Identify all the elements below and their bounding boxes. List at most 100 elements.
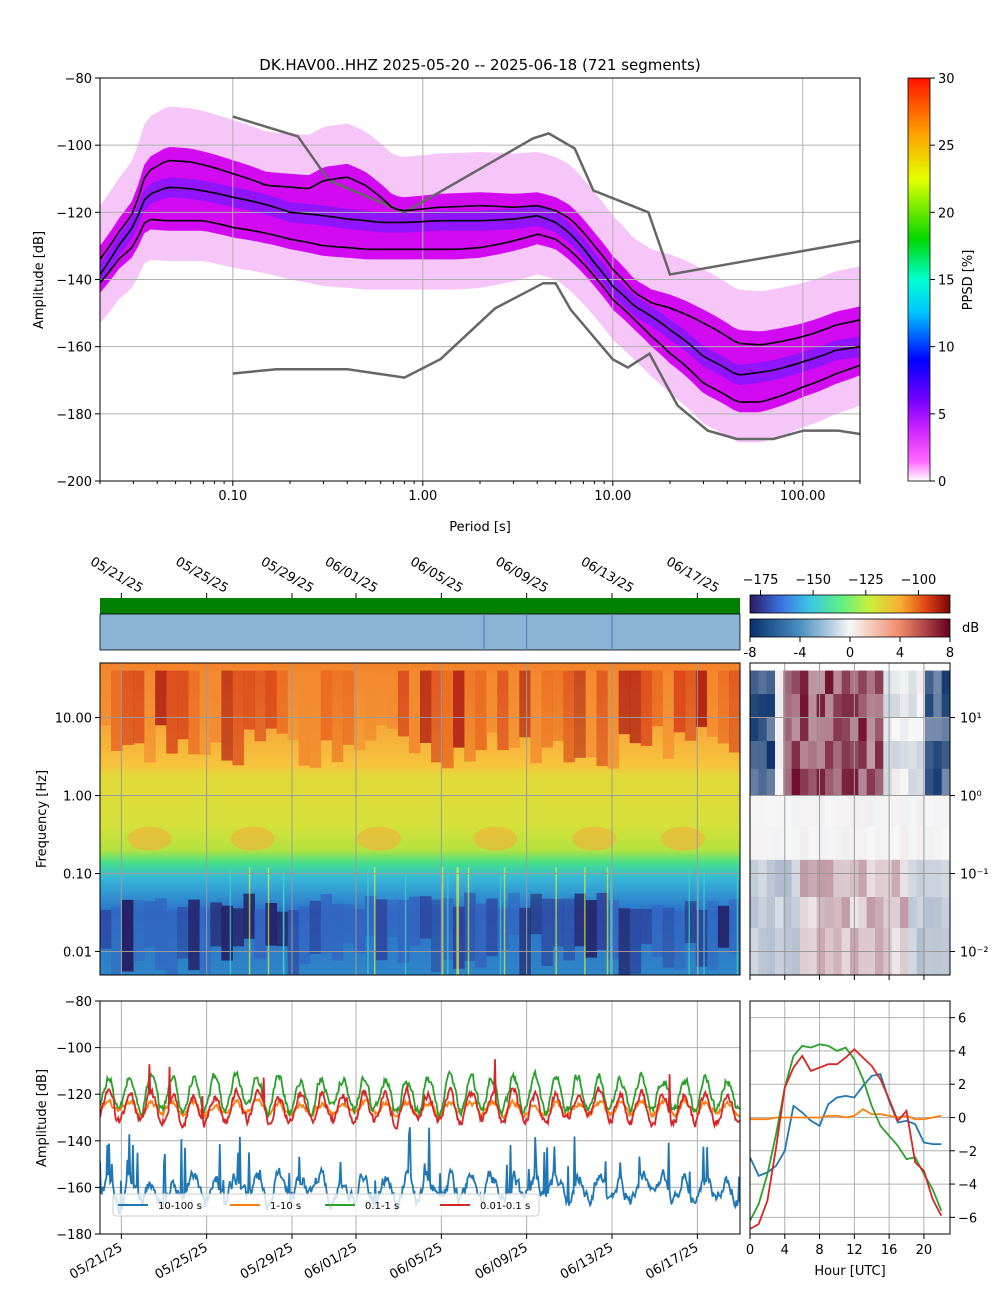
- diurnal-cell: [941, 826, 951, 861]
- spectrogram-lf-cell: [475, 903, 487, 968]
- band-diurnal-y-tick-label: −2: [958, 1145, 977, 1160]
- ppsd-x-tick-label: 10.00: [594, 489, 631, 504]
- diurnal-cell: [891, 859, 901, 898]
- diurnal-colorbar-label: dB: [962, 621, 979, 636]
- spectrogram-hf-cell: [497, 670, 509, 751]
- diurnal-cell: [875, 859, 884, 898]
- diurnal-cell: [883, 670, 893, 695]
- diurnal-cell: [791, 694, 801, 719]
- diurnal-cell: [925, 826, 934, 861]
- diurnal-cell: [825, 741, 834, 770]
- spectrogram-hf-cell: [607, 670, 620, 769]
- diurnal-cell: [925, 859, 934, 898]
- diurnal-cell: [908, 859, 918, 898]
- spectrogram-lf-cell: [684, 901, 697, 944]
- spectrogram-lf-cell: [309, 900, 322, 954]
- timeseries-line-0-1-1-s: [100, 1068, 740, 1121]
- diurnal-cell: [900, 897, 909, 929]
- ppsd-x-tick-label: 100.00: [780, 489, 826, 504]
- spectrogram-hf-cell: [530, 670, 542, 764]
- spectrogram-microseism-patch: [473, 826, 518, 851]
- spectrogram-hf-cell: [287, 670, 300, 741]
- diurnal-y-tick-label: 10¹: [960, 712, 982, 727]
- diurnal-cell: [816, 717, 826, 742]
- diurnal-cell: [791, 859, 801, 898]
- spectrogram-lf-cell: [221, 905, 233, 961]
- spectrogram-microseism-patch: [572, 826, 617, 851]
- timeseries-y-tick-label: −80: [65, 995, 92, 1010]
- diurnal-cell: [858, 741, 868, 770]
- spectrogram-hf-cell: [552, 670, 564, 741]
- ppsd-colorbar-tick-label: 0: [938, 475, 946, 490]
- diurnal-colorbar-tick-label: 4: [896, 646, 904, 661]
- diurnal-cell: [816, 795, 826, 828]
- diurnal-cell: [825, 694, 834, 719]
- diurnal-cell: [758, 795, 768, 828]
- diurnal-cell: [800, 897, 809, 929]
- diurnal-cell: [766, 741, 776, 770]
- diurnal-cell: [791, 826, 801, 861]
- diurnal-cell: [916, 670, 926, 695]
- spectrogram-hf-cell: [397, 670, 410, 737]
- diurnal-cell: [900, 795, 909, 828]
- top-date-label: 05/21/25: [87, 554, 145, 596]
- spectrogram-hf-cell: [100, 670, 112, 726]
- diurnal-y-tick-label: 10⁰: [960, 790, 982, 805]
- spectrogram-lf-cell: [353, 909, 366, 954]
- spectrogram-lf-cell: [199, 907, 211, 974]
- diurnal-cell: [841, 741, 851, 770]
- band-diurnal-line-10-100-s: [750, 1073, 942, 1177]
- diurnal-cell: [933, 826, 943, 861]
- spectrogram-hf-cell: [364, 670, 377, 741]
- diurnal-cell: [908, 795, 918, 828]
- spectrogram-hf-cell: [563, 670, 575, 763]
- diurnal-cell: [841, 717, 851, 742]
- ppsd-gridlines: [100, 78, 860, 481]
- spectrogram-hf-cell: [144, 670, 156, 763]
- timeseries-y-axis: −180 −160 −140 −120 −100 −80: [56, 995, 100, 1243]
- legend-label: 0.01-0.1 s: [480, 1201, 530, 1212]
- diurnal-cell: [766, 795, 776, 828]
- spectrogram-hf-cell: [442, 670, 454, 769]
- diurnal-cell: [933, 768, 943, 797]
- top-date-label: 06/13/25: [578, 554, 636, 596]
- diurnal-cell: [841, 859, 851, 898]
- diurnal-cell: [816, 826, 826, 861]
- ppsd-colorbar-tick-label: 25: [938, 139, 955, 154]
- spectrogram-lf-cell: [408, 896, 421, 946]
- spectrogram-lf-cell: [331, 903, 344, 961]
- spectrogram-lf-cell: [298, 906, 311, 965]
- diurnal-cell: [783, 694, 793, 719]
- spectrogram-hf-cell: [298, 670, 311, 766]
- figure-title: DK.HAV00..HHZ 2025-05-20 -- 2025-06-18 (…: [259, 56, 700, 74]
- spectrogram-lf-cell: [364, 896, 377, 937]
- diurnal-cell: [883, 826, 893, 861]
- diurnal-cell: [916, 717, 926, 742]
- ppsd-x-tick-label: 1.00: [408, 489, 437, 504]
- diurnal-cell: [750, 768, 759, 797]
- diurnal-cell: [750, 897, 759, 929]
- spectrogram-hf-cell: [662, 670, 675, 759]
- spectrogram-hf-cell: [199, 670, 211, 755]
- top-date-label: 06/05/25: [407, 554, 465, 596]
- diurnal-cell: [883, 717, 893, 742]
- ppsd-colorbar-label: PPSD [%]: [961, 250, 976, 311]
- diurnal-cell: [775, 741, 784, 770]
- spectrogram-colorbar-tick-label: −150: [795, 573, 831, 588]
- timeseries-x-tick-label: 06/01/25: [302, 1240, 360, 1282]
- spectrogram-hf-cell: [629, 670, 642, 744]
- diurnal-cell: [808, 768, 818, 797]
- diurnal-cell: [925, 741, 934, 770]
- timeseries-legend: 10-100 s 1-10 s 0.1-1 s 0.01-0.1 s: [112, 1193, 540, 1217]
- diurnal-cell: [766, 897, 776, 929]
- diurnal-cell: [766, 826, 776, 861]
- spectrogram-lf-cell: [111, 906, 123, 975]
- spectrogram-lf-cell: [375, 899, 388, 961]
- spectrogram-hf-cell: [122, 670, 134, 745]
- spectrogram-hf-cell: [519, 670, 531, 738]
- diurnal-cell: [833, 897, 843, 929]
- diurnal-cell: [766, 670, 776, 695]
- diurnal-cell: [750, 717, 759, 742]
- diurnal-cell: [908, 897, 918, 929]
